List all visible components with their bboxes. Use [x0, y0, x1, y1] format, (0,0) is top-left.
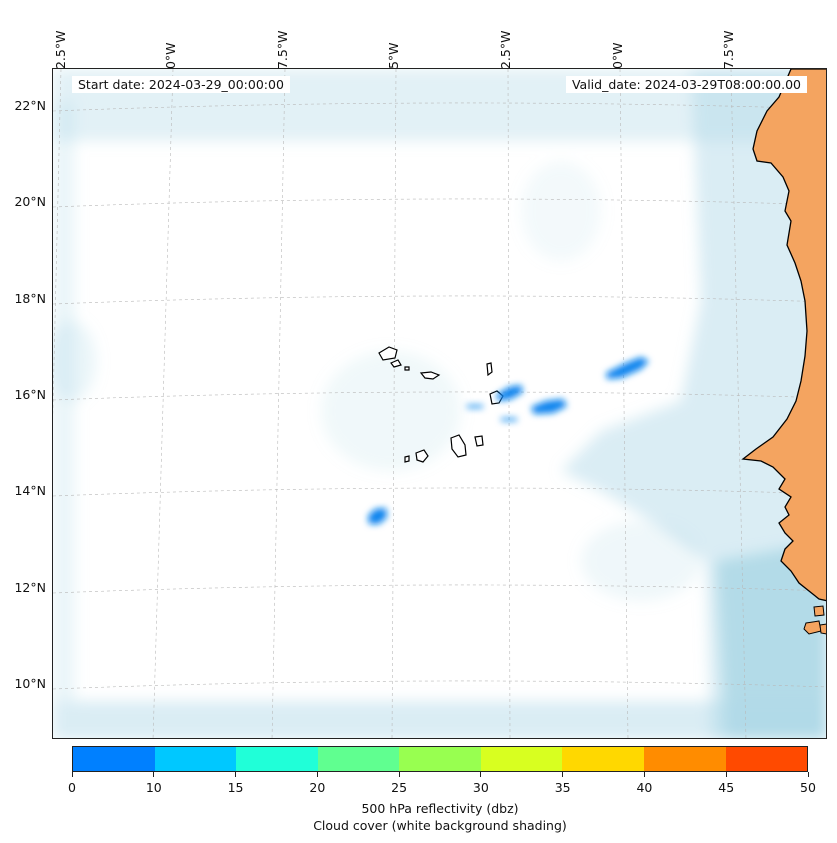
colorbar-segment-5	[480, 747, 563, 771]
reflectivity-cell-4	[368, 508, 387, 524]
island-sao-vicente	[390, 359, 402, 368]
colorbar-tick-label: 15	[227, 780, 244, 795]
colorbar-tick-mark	[643, 772, 645, 777]
lat-label-12n: 12°N	[14, 580, 46, 595]
colorbar-tick-mark	[807, 772, 809, 777]
island-maio	[474, 435, 484, 447]
map-panel[interactable]	[52, 68, 827, 739]
colorbar-label-cloud-cover: Cloud cover (white background shading)	[313, 818, 567, 833]
colorbar-tick-label: 30	[472, 780, 489, 795]
colorbar-tick-mark	[316, 772, 318, 777]
colorbar-tick-label: 25	[391, 780, 408, 795]
cloud-patch-northeast	[521, 161, 601, 261]
bissagos-island-3	[819, 623, 826, 635]
gridline-lon-22-5w	[507, 69, 511, 738]
colorbar-tick-label: 35	[554, 780, 571, 795]
island-santa-luzia	[404, 366, 410, 371]
lat-label-16n: 16°N	[14, 387, 46, 402]
colorbar-tick-mark	[398, 772, 400, 777]
cloud-cover-layer	[53, 69, 826, 738]
colorbar-tick-mark	[562, 772, 564, 777]
colorbar-tick-mark	[235, 772, 237, 777]
colorbar-tick-label: 45	[718, 780, 735, 795]
lat-label-20n: 20°N	[14, 194, 46, 209]
lat-label-22n: 22°N	[14, 98, 46, 113]
colorbar-tick-label: 0	[68, 780, 76, 795]
gridline-lat-14n	[53, 487, 826, 497]
reflectivity-cell-1	[606, 357, 649, 379]
gridline-lat-20n	[53, 198, 826, 208]
island-brava	[404, 455, 410, 463]
island-santo-antao	[378, 346, 398, 361]
island-fogo	[415, 449, 429, 463]
colorbar-segment-2	[236, 747, 318, 771]
land-layer	[741, 69, 826, 635]
island-sal	[486, 362, 493, 377]
cloud-band-south	[53, 701, 826, 738]
map-canvas[interactable]	[53, 69, 827, 739]
colorbar-segment-7	[643, 747, 726, 771]
gridline-lon-20w	[619, 69, 629, 738]
gridlines	[53, 69, 826, 738]
reflectivity-cell-2	[496, 385, 523, 401]
bissagos-island-2	[803, 620, 822, 635]
island-sao-nicolau	[419, 371, 441, 380]
colorbar-segment-4	[399, 747, 481, 771]
cloud-patch-southeast	[581, 521, 701, 601]
colorbar-segment-3	[317, 747, 400, 771]
reflectivity-cell-3	[531, 399, 567, 414]
lat-label-18n: 18°N	[14, 291, 46, 306]
gridline-lon-30w	[152, 69, 174, 738]
colorbar-tick-label: 50	[800, 780, 816, 795]
gridline-lat-22n	[53, 102, 826, 112]
gridline-lat-16n	[53, 391, 826, 401]
colorbar-segment-0	[73, 747, 155, 771]
reflectivity-cell-5	[467, 405, 483, 408]
gridline-lat-18n	[53, 295, 826, 305]
colorbar	[72, 746, 808, 772]
lat-label-10n: 10°N	[14, 676, 46, 691]
island-santiago	[450, 434, 467, 458]
colorbar-tick-mark	[480, 772, 482, 777]
gridline-lat-12n	[53, 584, 826, 594]
gridline-lon-17-5w	[730, 69, 747, 738]
colorbar-tick-mark	[153, 772, 155, 777]
colorbar-label-reflectivity: 500 hPa reflectivity (dbz)	[361, 801, 519, 816]
colorbar-tick-label: 20	[309, 780, 326, 795]
reflectivity-cell-6	[501, 418, 517, 421]
start-date-label: Start date: 2024-03-29_00:00:00	[72, 76, 290, 93]
cloud-patch-islands	[321, 351, 461, 471]
lat-label-14n: 14°N	[14, 483, 46, 498]
valid-date-label: Valid_date: 2024-03-29T08:00:00.00	[565, 76, 807, 93]
colorbar-segment-8	[725, 747, 808, 771]
colorbar-segment-1	[154, 747, 237, 771]
gridline-lon-25w	[391, 69, 397, 738]
gridline-lat-10n	[53, 680, 826, 690]
colorbar-tick-mark	[725, 772, 727, 777]
cloud-band-southeast	[716, 541, 826, 738]
reflectivity-layer	[368, 357, 649, 524]
bissagos-island-1	[813, 605, 825, 617]
colorbar-tick-label: 10	[145, 780, 162, 795]
colorbar-tick-mark	[71, 772, 73, 777]
west-africa-coast	[741, 69, 826, 602]
colorbar-tick-label: 40	[636, 780, 653, 795]
cloud-band-west	[53, 101, 75, 701]
gridline-lon-27-5w	[271, 69, 286, 738]
colorbar-segment-6	[562, 747, 644, 771]
cloud-patch-west	[53, 321, 96, 401]
